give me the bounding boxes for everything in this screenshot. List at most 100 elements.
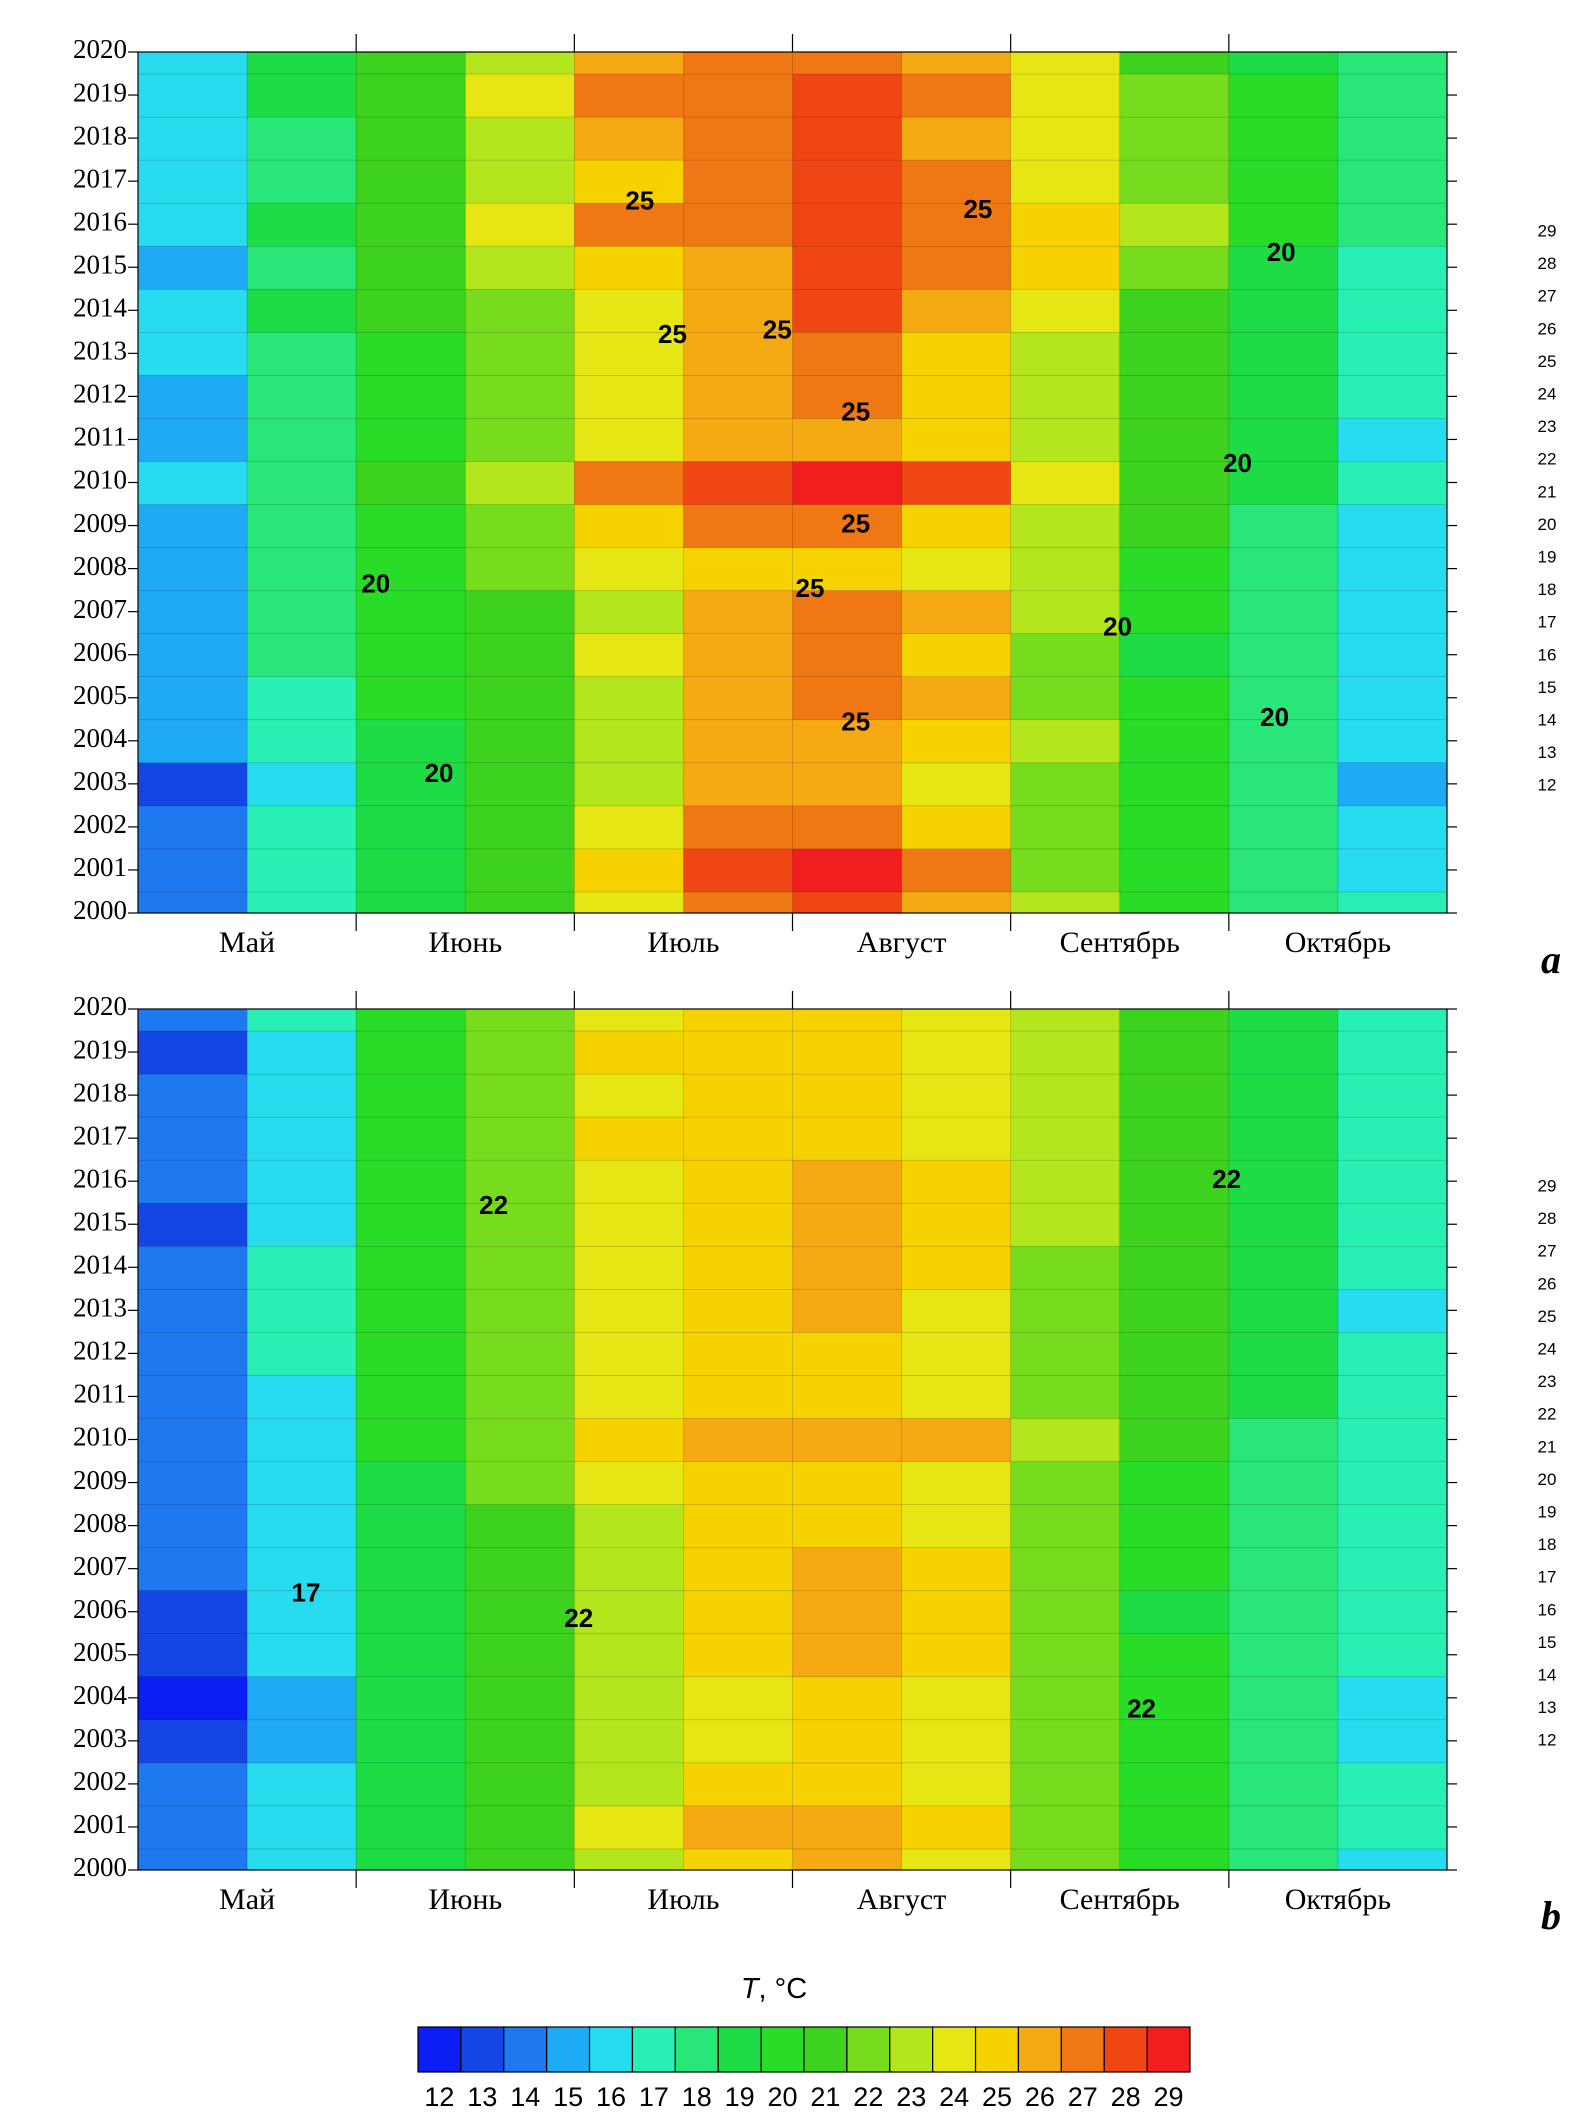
heat-cell	[1228, 417, 1339, 462]
heat-cell	[355, 1159, 467, 1204]
heat-cell	[355, 503, 467, 548]
heat-cell	[1119, 632, 1230, 678]
heat-cell	[1228, 503, 1339, 548]
heat-cell	[901, 1719, 1012, 1764]
heat-cell	[1010, 1762, 1121, 1807]
heat-cell	[246, 1805, 357, 1850]
heat-cell	[1119, 1331, 1230, 1376]
heat-cell	[464, 159, 576, 204]
heat-cell	[246, 1116, 357, 1161]
heat-cell	[1010, 1460, 1121, 1505]
heat-cell	[355, 1116, 467, 1161]
heat-cell	[574, 331, 685, 376]
y-tick-label: 2017	[73, 163, 127, 193]
y-tick-label: 2013	[73, 1293, 127, 1323]
heat-cell	[1228, 1288, 1339, 1333]
colorbar-label: 29	[1154, 2082, 1184, 2112]
heat-cell	[1337, 116, 1447, 161]
heat-cell	[1228, 1331, 1339, 1376]
heat-cell	[138, 503, 248, 548]
heat-cell	[464, 503, 576, 548]
heat-cell	[792, 331, 903, 376]
heat-cell	[1337, 1589, 1447, 1635]
heat-cell	[138, 1675, 248, 1721]
heat-cell	[683, 1762, 794, 1807]
side-level-label: 29	[1538, 1176, 1557, 1195]
colorbar-label: 16	[596, 2082, 626, 2112]
heat-cell	[901, 1460, 1012, 1505]
heat-cell	[355, 1632, 467, 1678]
x-tick-label: Октябрь	[1285, 926, 1391, 959]
contour-label: 20	[1223, 448, 1252, 478]
heat-cell	[1119, 589, 1230, 634]
heat-cell	[792, 675, 903, 721]
y-tick-label: 2017	[73, 1120, 127, 1150]
heat-cell	[464, 1503, 576, 1548]
heat-cell	[792, 1503, 903, 1548]
heat-cell	[1228, 1460, 1339, 1505]
heat-cell	[901, 331, 1012, 376]
heat-cell	[901, 762, 1012, 807]
heat-cell	[1337, 848, 1447, 893]
y-tick-label: 2019	[73, 1034, 127, 1064]
colorbar-box	[503, 2026, 548, 2073]
side-level-label: 27	[1538, 287, 1557, 306]
colorbar-title: T, °C	[741, 1973, 807, 2005]
heat-cell	[355, 460, 467, 505]
heat-cell	[464, 417, 576, 462]
heat-cell	[901, 632, 1012, 678]
y-tick-label: 2000	[73, 895, 127, 925]
heat-cell	[355, 73, 467, 118]
heat-cell	[138, 1589, 248, 1635]
heat-cell	[792, 1805, 903, 1850]
heat-cell	[1337, 1159, 1447, 1204]
heat-cell	[683, 546, 794, 591]
heat-cell	[901, 1245, 1012, 1290]
heat-cell	[1010, 762, 1121, 807]
colorbar-label: 21	[810, 2082, 840, 2112]
contour-label: 17	[292, 1577, 321, 1607]
heat-cell	[792, 1460, 903, 1505]
heat-cell	[464, 245, 576, 290]
side-level-label: 28	[1538, 1209, 1557, 1228]
heat-cell	[246, 589, 357, 634]
heat-cell	[792, 116, 903, 161]
heat-cell	[138, 1805, 248, 1850]
heat-cell	[246, 718, 357, 764]
y-tick-label: 2008	[73, 551, 127, 581]
heat-cell	[683, 1632, 794, 1678]
heat-cell	[1119, 546, 1230, 591]
x-tick-label: Июнь	[428, 926, 502, 959]
side-level-label: 15	[1538, 678, 1557, 697]
heat-cell	[464, 73, 576, 118]
heat-cell	[683, 718, 794, 764]
colorbar-label: 15	[553, 2082, 583, 2112]
heat-cell	[574, 589, 685, 634]
heat-cell	[1337, 245, 1447, 290]
heat-cell	[792, 1675, 903, 1721]
heat-cell	[138, 848, 248, 893]
heat-cell	[246, 73, 357, 118]
heat-cell	[574, 1288, 685, 1333]
heat-cell	[246, 632, 357, 678]
heat-cell	[574, 1331, 685, 1376]
side-level-label: 21	[1538, 482, 1557, 501]
heat-cell	[1337, 1202, 1447, 1247]
heat-cell	[246, 1030, 357, 1075]
colorbar-box	[588, 2026, 634, 2073]
heat-cell	[792, 632, 903, 678]
heat-cell	[1010, 1374, 1121, 1419]
heat-cell	[1010, 1202, 1121, 1247]
colorbar-label: 22	[853, 2082, 883, 2112]
heat-cell	[138, 1245, 248, 1290]
heat-cell	[574, 1632, 685, 1678]
heat-cell	[355, 589, 467, 634]
heat-cell	[138, 1116, 248, 1161]
heat-cell	[246, 1073, 357, 1118]
heat-cell	[355, 632, 467, 678]
y-tick-label: 2016	[73, 206, 127, 236]
heat-cell	[792, 1030, 903, 1075]
heat-cell	[138, 245, 248, 290]
heat-cell	[792, 546, 903, 591]
heat-cell	[683, 1719, 794, 1764]
